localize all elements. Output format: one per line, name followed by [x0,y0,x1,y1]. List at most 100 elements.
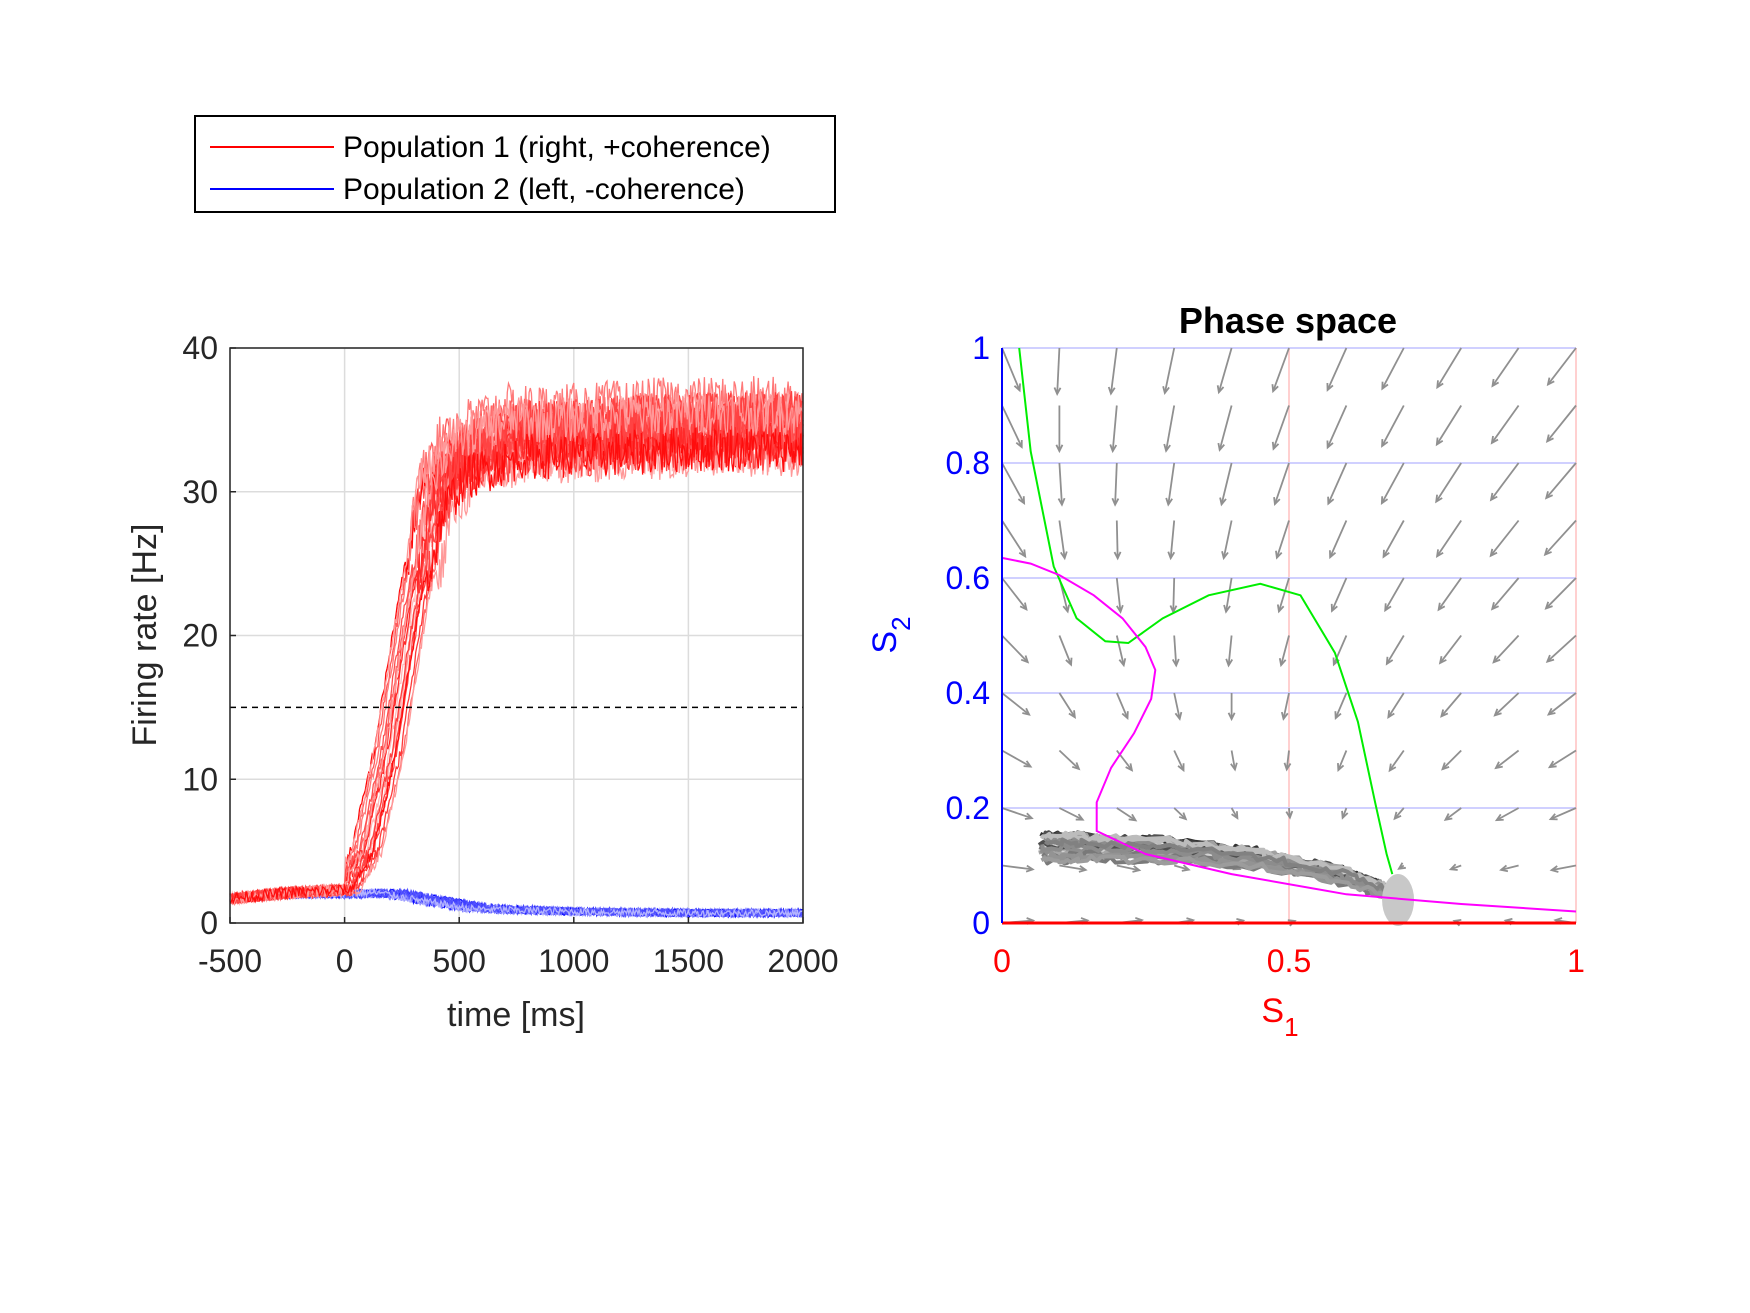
vector-arrowhead [1181,864,1191,872]
x-tick-label: 0 [336,943,354,979]
vector-arrow [1285,750,1290,770]
vector-arrow [1058,635,1072,665]
vector-arrow [1490,519,1520,557]
vector-arrow [1167,462,1176,505]
y-tick-label: 40 [182,330,218,366]
vector-arrowhead [1443,813,1453,822]
vector-arrow [1334,692,1348,719]
vector-arrow [1172,577,1176,612]
vector-arrow [1550,807,1577,820]
vector-arrow [1387,692,1405,718]
vector-arrow [1058,520,1066,559]
vector-arrowhead [1163,443,1171,453]
vector-arrow [1169,520,1176,559]
vector-arrowhead [1271,441,1280,451]
vector-arrow [1227,635,1233,666]
vector-arrowhead [1271,384,1279,394]
vector-arrowhead [1118,658,1127,668]
vector-arrow [1492,634,1520,663]
vector-arrowhead [1275,550,1283,560]
population-1-trace [229,390,804,905]
x-tick-label: 1500 [653,943,724,979]
vector-arrowhead [1490,435,1499,445]
legend: Population 1 (right, +coherence) Populat… [194,115,836,213]
vector-arrow [1382,520,1405,558]
vector-arrowhead [1231,811,1239,820]
vector-arrowhead [1178,812,1188,821]
s2-tick-label: 0.4 [946,675,990,711]
vector-arrow [1381,347,1405,390]
vector-arrowhead [1435,437,1444,447]
vector-arrowhead [1545,434,1554,443]
vector-arrowhead [1547,760,1557,769]
vector-arrowhead [1494,761,1503,770]
vector-arrow [1491,577,1520,610]
vector-arrowhead [1388,763,1397,773]
vector-arrow [1001,807,1033,820]
vector-arrowhead [1022,707,1031,716]
vector-arrowhead [1113,551,1122,561]
vector-arrowhead [1078,865,1088,873]
vector-arrow [1218,405,1233,451]
legend-label-population-1: Population 1 (right, +coherence) [343,131,771,164]
vector-arrowhead [1494,813,1504,822]
vector-arrowhead [1128,813,1138,822]
s1-nullcline [1018,347,1394,875]
vector-arrow [1058,692,1076,718]
vector-arrow [1381,462,1405,504]
vector-arrowhead [1107,386,1116,396]
vector-arrowhead [1387,710,1395,719]
vector-arrowhead [1071,762,1081,771]
vector-arrowhead [1057,497,1066,507]
vector-arrow [1435,462,1462,503]
vector-arrowhead [1435,494,1443,504]
vector-arrow [1436,347,1462,388]
phase-space-title: Phase space [1179,300,1397,341]
vector-arrowhead [1278,658,1287,668]
vector-arrowhead [1334,711,1342,721]
vector-arrowhead [1381,381,1389,391]
vector-arrow [1115,577,1122,612]
vector-arrowhead [1165,497,1173,507]
vector-arrow [1274,462,1290,505]
vector-arrow [1547,347,1577,386]
vector-arrowhead [1382,549,1390,559]
vector-arrowhead [1544,601,1553,610]
vector-arrow [1001,347,1021,391]
vector-arrow [1114,462,1118,505]
s1-tick-label: 1 [1567,943,1585,979]
y-tick-label: 10 [182,761,218,797]
vector-arrowhead [1280,711,1289,721]
vector-arrowhead [1544,491,1554,500]
vector-arrow [1001,577,1028,610]
vector-arrowhead [1068,710,1076,719]
vector-arrowhead [1075,813,1085,821]
vector-arrowhead [1019,602,1028,612]
s2-tick-label: 1 [972,330,990,366]
vector-arrowhead [1441,762,1450,771]
vector-arrowhead [1111,497,1120,507]
vector-arrow [1173,864,1189,871]
vector-arrowhead [1489,492,1498,502]
population-1-trace [229,427,804,905]
vector-arrowhead [1015,440,1023,449]
vector-arrowhead [1326,382,1334,392]
vector-arrowhead [1109,444,1118,454]
vector-arrowhead [1162,386,1170,396]
vector-arrow [1173,807,1187,820]
vector-arrow [1436,405,1462,445]
vector-arrowhead [1492,655,1501,664]
vector-arrowhead [1438,655,1447,665]
vector-arrowhead [1543,547,1552,557]
vector-arrowhead [1013,383,1021,393]
vector-arrowhead [1285,810,1294,820]
vector-arrowhead [1435,549,1444,558]
vector-arrowhead [1125,763,1134,772]
s2-tick-label: 0 [972,905,990,941]
vector-arrow [1280,635,1290,666]
legend-swatches: Population 1 (right, +coherence) Populat… [210,131,771,206]
vector-arrowhead [1174,711,1183,721]
vector-arrow [1173,692,1181,720]
vector-arrow [1545,462,1577,499]
x-tick-label: 1000 [538,943,609,979]
